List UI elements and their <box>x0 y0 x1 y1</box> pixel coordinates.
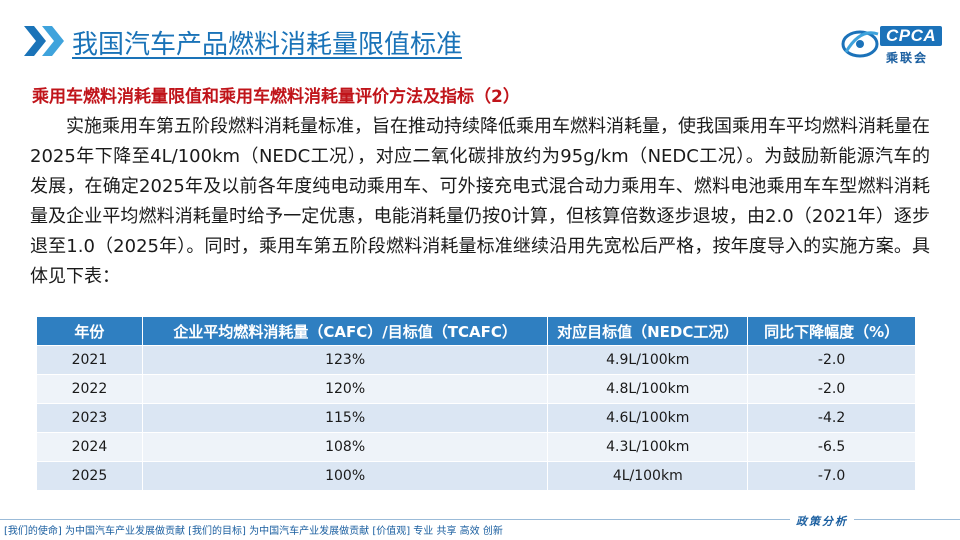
cell-target: 4.9L/100km <box>547 345 749 375</box>
cell-drop: -7.0 <box>747 461 916 491</box>
double-chevron-right-icon <box>24 26 64 56</box>
cell-target: 4L/100km <box>547 461 749 491</box>
header-target: 对应目标值（NEDC工况） <box>547 316 749 346</box>
cell-drop: -2.0 <box>747 345 916 375</box>
table-row: 2024 108% 4.3L/100km -6.5 <box>36 432 916 462</box>
cell-drop: -2.0 <box>747 374 916 404</box>
cell-cafc: 120% <box>141 374 549 404</box>
cell-cafc: 108% <box>141 432 549 462</box>
cell-cafc: 100% <box>141 461 549 491</box>
cell-target: 4.6L/100km <box>547 403 749 433</box>
footer-section-label: 政策分析 <box>790 513 854 529</box>
table-row: 2025 100% 4L/100km -7.0 <box>36 461 916 491</box>
section-subtitle: 乘用车燃料消耗量限值和乘用车燃料消耗量评价方法及指标（2） <box>32 87 520 107</box>
cell-year: 2023 <box>36 403 143 433</box>
header-cafc: 企业平均燃料消耗量（CAFC）/目标值（TCAFC） <box>141 316 549 346</box>
logo-brand: CPCA <box>880 26 943 46</box>
table-row: 2023 115% 4.6L/100km -4.2 <box>36 403 916 433</box>
cell-target: 4.8L/100km <box>547 374 749 404</box>
cell-target: 4.3L/100km <box>547 432 749 462</box>
footer-divider <box>0 519 960 520</box>
cell-cafc: 115% <box>141 403 549 433</box>
header-year: 年份 <box>36 316 143 346</box>
table-row: 2021 123% 4.9L/100km -2.0 <box>36 345 916 375</box>
page-title: 我国汽车产品燃料消耗量限值标准 <box>72 30 463 60</box>
logo-swoosh-icon <box>841 30 879 58</box>
logo-brand-cn: 乘联会 <box>886 51 929 65</box>
cell-year: 2024 <box>36 432 143 462</box>
table-header-row: 年份 企业平均燃料消耗量（CAFC）/目标值（TCAFC） 对应目标值（NEDC… <box>36 316 916 346</box>
cell-drop: -6.5 <box>747 432 916 462</box>
body-paragraph: 实施乘用车第五阶段燃料消耗量标准，旨在推动持续降低乘用车燃料消耗量，使我国乘用车… <box>30 116 930 287</box>
header-drop: 同比下降幅度（%） <box>747 316 916 346</box>
cell-year: 2021 <box>36 345 143 375</box>
cell-year: 2022 <box>36 374 143 404</box>
fuel-standard-table: 年份 企业平均燃料消耗量（CAFC）/目标值（TCAFC） 对应目标值（NEDC… <box>36 316 916 491</box>
cell-year: 2025 <box>36 461 143 491</box>
header: 我国汽车产品燃料消耗量限值标准 CPCA 乘联会 <box>0 0 960 70</box>
cell-drop: -4.2 <box>747 403 916 433</box>
table-row: 2022 120% 4.8L/100km -2.0 <box>36 374 916 404</box>
footer-mission-text: [我们的使命] 为中国汽车产业发展做贡献 [我们的目标] 为中国汽车产业发展做贡… <box>4 526 503 537</box>
cpca-logo: CPCA 乘联会 <box>840 22 948 68</box>
cell-cafc: 123% <box>141 345 549 375</box>
